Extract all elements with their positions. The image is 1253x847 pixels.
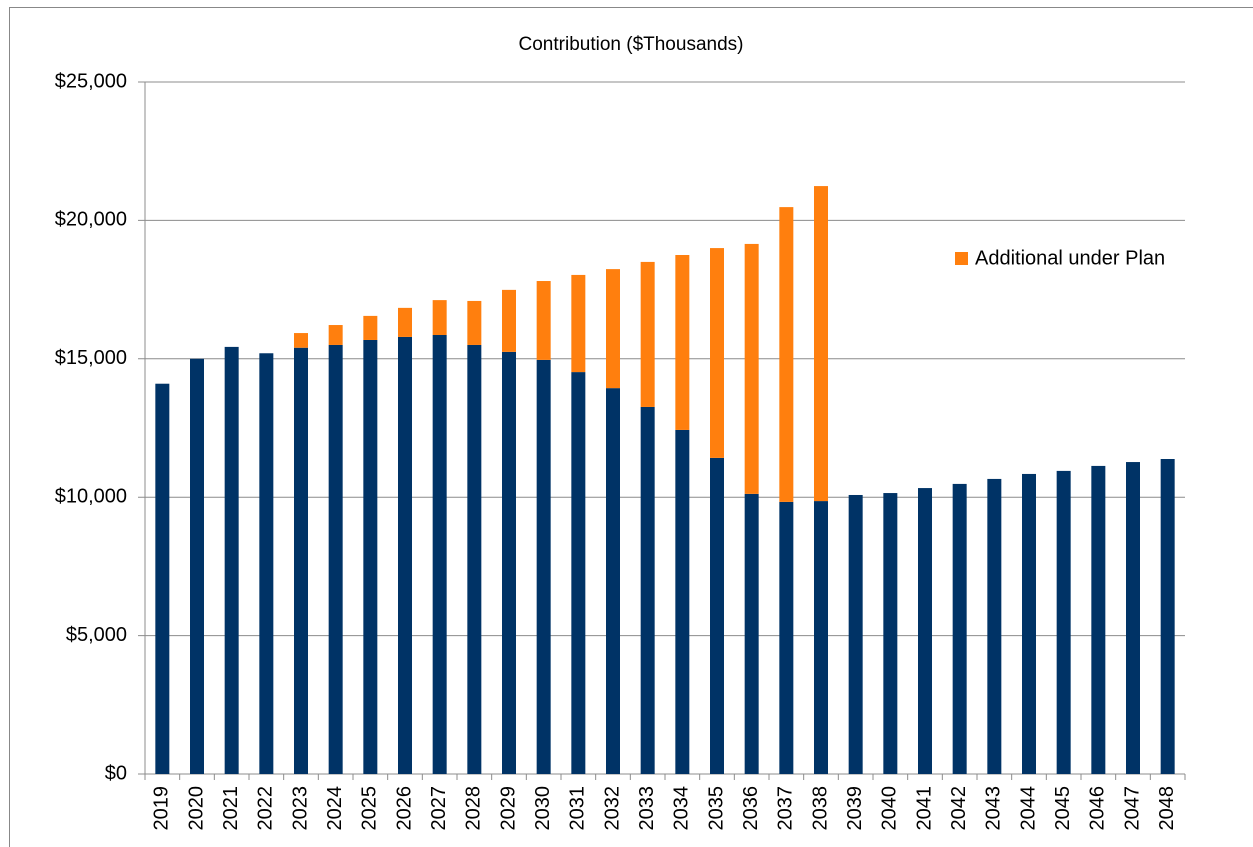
bar-segment: [536, 359, 551, 774]
x-tick-label: 2034: [671, 786, 693, 831]
bar-segment: [606, 269, 620, 389]
bar-segment: [467, 300, 482, 345]
x-tick-label: 2027: [428, 786, 450, 831]
x-tick-label: 2036: [740, 786, 762, 831]
bar-segment: [155, 383, 170, 774]
chart-title: Contribution ($Thousands): [519, 34, 744, 55]
bar-segment: [328, 325, 343, 345]
bar-segment: [640, 406, 655, 774]
x-tick-label: 2046: [1087, 786, 1109, 831]
bar-segment: [952, 483, 967, 774]
x-tick-label: 2042: [948, 786, 970, 831]
x-tick-label: 2041: [913, 786, 935, 831]
x-tick-label: 2031: [567, 786, 589, 831]
bar-segment: [987, 478, 1002, 774]
bar-segment: [675, 255, 690, 430]
bar-segment: [190, 358, 204, 774]
x-tick-label: 2044: [1017, 786, 1039, 831]
bar-segment: [571, 274, 586, 373]
bar-segment: [259, 353, 274, 774]
x-tick-label: 2022: [255, 786, 277, 831]
bar-segment: [744, 493, 759, 774]
y-tick-label: $5,000: [66, 624, 127, 646]
bar-segment: [363, 315, 378, 340]
bar-segment: [1022, 473, 1036, 774]
bar-segment: [328, 344, 343, 774]
y-tick-label: $10,000: [55, 485, 127, 507]
bar-segment: [294, 333, 308, 348]
bar-segment: [398, 336, 412, 774]
legend-label: Additional under Plan: [975, 247, 1165, 269]
x-tick-label: 2043: [983, 786, 1005, 831]
x-tick-label: 2026: [393, 786, 415, 831]
bar-segment: [502, 289, 516, 352]
bar-segment: [398, 307, 412, 337]
bar-segment: [467, 344, 482, 774]
bar-segment: [536, 281, 551, 360]
x-tick-label: 2028: [463, 786, 485, 831]
bar-segment: [779, 207, 794, 502]
x-tick-label: 2032: [601, 786, 623, 831]
x-tick-label: 2047: [1121, 786, 1143, 831]
bar-segment: [363, 339, 378, 774]
y-tick-label: $15,000: [55, 347, 127, 369]
x-tick-label: 2037: [775, 786, 797, 831]
x-tick-label: 2029: [497, 786, 519, 831]
x-tick-label: 2019: [151, 786, 173, 831]
x-tick-label: 2025: [359, 786, 381, 831]
bar-segment: [1160, 459, 1175, 774]
y-tick-label: $25,000: [55, 70, 127, 92]
x-tick-label: 2038: [809, 786, 831, 831]
bar-segment: [640, 261, 655, 407]
bar-segment: [571, 372, 586, 774]
bar-segment: [883, 493, 898, 774]
bar-segment: [432, 334, 447, 774]
bar-segment: [710, 457, 724, 774]
bar-segment: [294, 347, 308, 774]
bar-segment: [1126, 462, 1140, 774]
x-tick-label: 2033: [636, 786, 658, 831]
x-tick-label: 2023: [289, 786, 311, 831]
bar-segment: [814, 186, 828, 502]
bar-segment: [779, 501, 794, 774]
bar-segment: [1091, 465, 1106, 774]
x-tick-label: 2035: [705, 786, 727, 831]
bar-segment: [744, 243, 759, 494]
y-tick-label: $0: [105, 762, 127, 784]
x-tick-label: 2040: [879, 786, 901, 831]
x-tick-label: 2045: [1052, 786, 1074, 831]
x-tick-label: 2021: [220, 786, 242, 831]
x-tick-label: 2039: [844, 786, 866, 831]
x-tick-label: 2030: [532, 786, 554, 831]
legend-swatch: [955, 252, 968, 265]
bar-segment: [814, 501, 828, 774]
bar-segment: [918, 488, 932, 774]
bar-segment: [848, 494, 863, 774]
chart-border: [9, 7, 1253, 847]
x-tick-label: 2048: [1156, 786, 1178, 831]
bar-segment: [502, 351, 516, 774]
bar-segment: [432, 300, 447, 335]
x-tick-label: 2024: [324, 786, 346, 831]
bar-segment: [1056, 470, 1071, 774]
bar-segment: [675, 429, 690, 774]
bar-segment: [710, 248, 724, 458]
y-tick-label: $20,000: [55, 209, 127, 231]
bar-segment: [224, 346, 239, 774]
x-tick-label: 2020: [185, 786, 207, 831]
bar-segment: [606, 388, 620, 774]
